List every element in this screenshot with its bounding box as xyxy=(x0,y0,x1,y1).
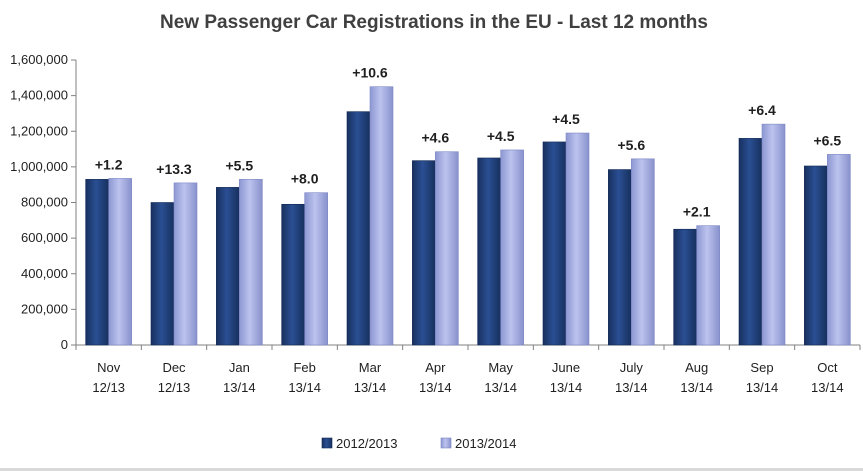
bar-2012-2013-dec xyxy=(150,202,175,346)
data-label: +5.5 xyxy=(226,157,254,173)
bar-2013-2014-apr xyxy=(435,151,459,346)
x-tick-label-month: Jan xyxy=(229,360,250,375)
data-label: +4.5 xyxy=(487,128,515,144)
bar-2012-2013-feb xyxy=(281,203,305,346)
bar-2013-2014-sep xyxy=(761,123,786,346)
x-tick-label-period: 13/14 xyxy=(354,380,387,395)
x-tick-label-month: Oct xyxy=(817,360,838,375)
legend-label: 2013/2014 xyxy=(455,436,516,451)
bar-2012-2013-june xyxy=(542,141,567,346)
legend-swatch xyxy=(321,437,333,449)
bar-2012-2013-july xyxy=(608,169,632,346)
x-tick-label-period: 12/13 xyxy=(92,380,125,395)
data-label: +4.6 xyxy=(422,130,450,146)
x-tick-label-period: 12/13 xyxy=(158,380,191,395)
data-label: +13.3 xyxy=(156,161,192,177)
data-label: +2.1 xyxy=(683,204,711,220)
x-tick-label-month: Sep xyxy=(750,360,773,375)
x-tick-label-period: 13/14 xyxy=(746,380,779,395)
axis-layer: 0 200,000 400,000 600,000 800,000 1,000,000 1,… xyxy=(10,52,861,395)
x-tick-label-period: 13/14 xyxy=(223,380,256,395)
y-tick-label: 1,600,000 xyxy=(10,52,68,67)
x-tick-label-month: May xyxy=(488,360,513,375)
bar-2012-2013-oct xyxy=(804,165,828,346)
y-tick-label: 1,200,000 xyxy=(10,123,68,138)
chart-title: New Passenger Car Registrations in the E… xyxy=(160,12,708,33)
x-tick-label-month: Feb xyxy=(293,360,315,375)
x-tick-label-month: Apr xyxy=(425,360,446,375)
x-tick-label-month: Dec xyxy=(162,360,186,375)
legend-label: 2012/2013 xyxy=(336,436,397,451)
y-tick-label: 800,000 xyxy=(21,195,68,210)
legend: 2012/2013 2013/2014 xyxy=(321,436,516,451)
legend-swatch xyxy=(440,437,452,449)
x-tick-label-month: June xyxy=(552,360,580,375)
bar-2013-2014-july xyxy=(631,158,655,346)
x-tick-label-period: 13/14 xyxy=(419,380,452,395)
x-tick-label-month: Nov xyxy=(97,360,121,375)
bar-2013-2014-aug xyxy=(696,225,720,346)
bar-2013-2014-dec xyxy=(173,182,198,346)
x-tick-label-period: 13/14 xyxy=(680,380,713,395)
bar-2013-2014-nov xyxy=(108,178,132,346)
bar-2013-2014-june xyxy=(565,132,590,346)
x-tick-label-month: July xyxy=(620,360,644,375)
data-label: +5.6 xyxy=(618,137,646,153)
bar-2013-2014-jan xyxy=(239,179,263,346)
x-tick-label-period: 13/14 xyxy=(550,380,583,395)
x-tick-label-period: 13/14 xyxy=(811,380,844,395)
data-label: +8.0 xyxy=(291,171,319,187)
y-tick-label: 400,000 xyxy=(21,266,68,281)
data-label: +6.5 xyxy=(814,132,842,148)
bar-2012-2013-may xyxy=(477,157,501,346)
y-tick-label: 1,400,000 xyxy=(10,88,68,103)
bar-2013-2014-may xyxy=(500,149,524,346)
bar-2013-2014-feb xyxy=(304,192,328,346)
x-tick-label-month: Mar xyxy=(359,360,382,375)
bar-2012-2013-jan xyxy=(216,187,240,346)
bar-2012-2013-nov xyxy=(85,179,109,346)
data-label: +10.6 xyxy=(352,65,388,81)
data-label: +1.2 xyxy=(95,156,123,172)
y-tick-label: 1,000,000 xyxy=(10,159,68,174)
x-tick-label-month: Aug xyxy=(685,360,708,375)
data-label: +4.5 xyxy=(552,111,580,127)
bar-2012-2013-mar xyxy=(346,111,371,346)
x-tick-label-period: 13/14 xyxy=(484,380,517,395)
data-labels-layer: +1.2 +13.3 +5.5 +8.0 +10.6 +4.6 +4.5 +4.5 +5.6 +2… xyxy=(95,65,842,220)
data-label: +6.4 xyxy=(748,102,776,118)
y-tick-label: 0 xyxy=(61,337,68,352)
bars-layer xyxy=(85,86,851,346)
bar-2012-2013-sep xyxy=(738,138,763,346)
bar-2012-2013-aug xyxy=(673,228,697,346)
x-tick-label-period: 13/14 xyxy=(615,380,648,395)
bar-2013-2014-mar xyxy=(369,86,394,346)
bar-2013-2014-oct xyxy=(827,154,851,346)
y-tick-label: 600,000 xyxy=(21,230,68,245)
y-tick-label: 200,000 xyxy=(21,301,68,316)
x-tick-label-period: 13/14 xyxy=(288,380,321,395)
bar-2012-2013-apr xyxy=(412,160,436,346)
